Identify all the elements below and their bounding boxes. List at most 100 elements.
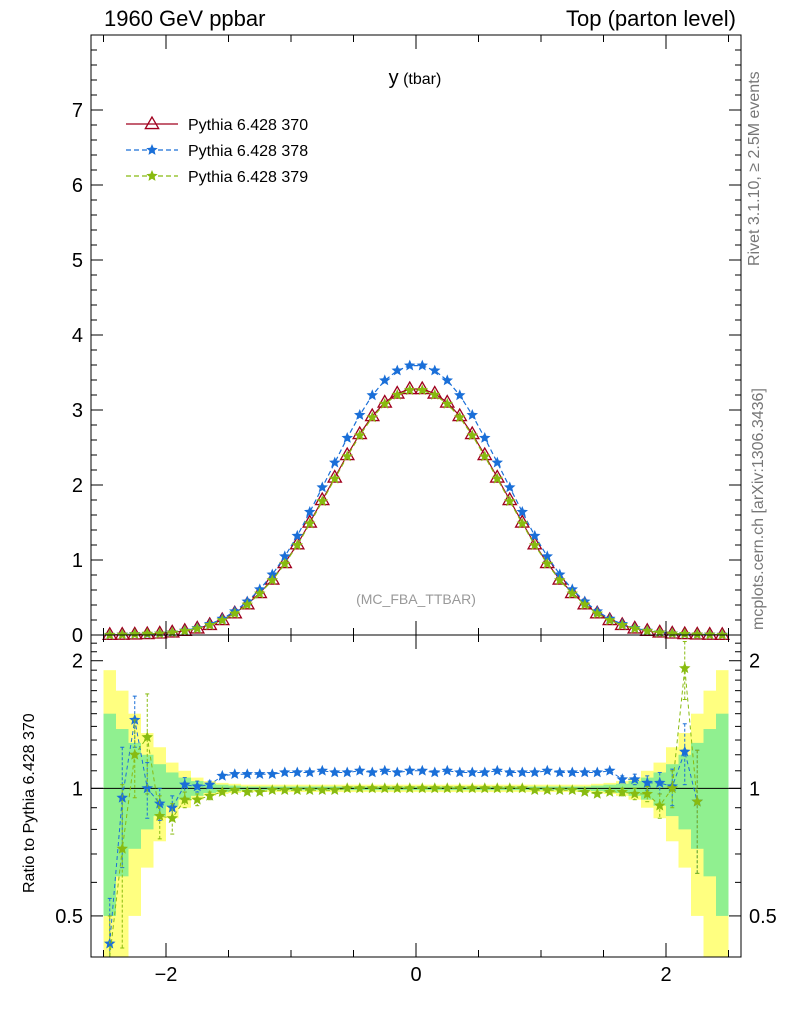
data-point [441, 397, 453, 409]
ratio-point [154, 810, 166, 821]
ratio-point [229, 768, 241, 779]
ratio-point [491, 782, 503, 794]
data-point [166, 626, 178, 638]
data-point [279, 557, 291, 569]
data-point [316, 481, 328, 493]
legend-marker [144, 115, 160, 130]
ratio-point [179, 778, 191, 790]
ratio-point [316, 784, 328, 795]
header-process-label: 1960 GeV ppbar [104, 6, 266, 31]
data-point [354, 409, 366, 420]
ratio-point [616, 773, 628, 785]
ratio-point [491, 764, 503, 776]
ratio-point [179, 793, 191, 805]
ratio-point [466, 782, 478, 794]
header-observable-label: Top (parton level) [566, 6, 736, 31]
ratio-point [266, 784, 278, 795]
ratio-point [504, 766, 516, 778]
analysis-watermark: (MC_FBA_TTBAR) [356, 591, 476, 607]
data-point [289, 535, 306, 550]
data-point [141, 627, 153, 639]
data-point [491, 472, 503, 484]
data-point [429, 388, 441, 400]
data-point [554, 574, 566, 586]
ratio-point [666, 782, 678, 794]
data-point [266, 568, 278, 580]
uncertainty-band-green [678, 754, 691, 830]
ratio-point [679, 662, 691, 674]
ratio-point [279, 766, 291, 778]
ratio-point [229, 784, 241, 795]
ratio-point [279, 784, 291, 795]
plot-title: y (tbar) [389, 67, 442, 89]
y-tick-label: 6 [72, 175, 83, 197]
ratio-point [291, 766, 303, 778]
ratio-point [341, 782, 353, 794]
ratio-point [291, 784, 303, 795]
data-point [404, 359, 416, 371]
ratio-point [654, 799, 666, 811]
data-point [516, 506, 528, 517]
ratio-point [204, 789, 216, 801]
data-point [641, 625, 653, 636]
data-point [314, 491, 331, 506]
y-tick-label: 2 [72, 475, 83, 497]
data-point [479, 432, 491, 443]
ratio-y-tick-label: 0.5 [55, 906, 83, 928]
data-point [301, 514, 318, 528]
ratio-point [191, 780, 203, 792]
ratio-point [591, 766, 603, 778]
ratio-point [604, 786, 616, 797]
ratio-point [541, 784, 553, 795]
y-tick-label: 7 [72, 100, 83, 122]
ratio-point [204, 778, 216, 790]
data-point [416, 359, 428, 371]
data-point [529, 539, 541, 551]
data-point [514, 514, 531, 528]
data-point [329, 472, 341, 484]
data-point [464, 425, 481, 440]
data-point [466, 429, 478, 441]
data-point [341, 450, 353, 462]
ratio-point [516, 782, 528, 794]
ratio-point [341, 766, 353, 778]
ratio-point [554, 784, 566, 795]
ratio-point [116, 842, 128, 854]
data-point [391, 364, 403, 376]
data-point [354, 429, 366, 441]
ratio-point [529, 784, 541, 795]
ratio-point [579, 786, 591, 797]
data-point [316, 495, 328, 507]
ratio-point [529, 766, 541, 778]
data-point [364, 407, 381, 422]
data-point [229, 607, 241, 619]
ratio-point [441, 782, 453, 794]
plot-title-main: y [389, 67, 399, 89]
ratio-point [566, 766, 578, 778]
data-point [501, 491, 518, 506]
ratio-point [566, 784, 578, 795]
ratio-point [304, 784, 316, 795]
data-point [716, 628, 728, 640]
data-point [504, 495, 516, 507]
data-point [466, 409, 478, 420]
ratio-point [216, 786, 228, 797]
ratio-point [366, 766, 378, 778]
ratio-point [516, 766, 528, 778]
ratio-point [429, 766, 441, 778]
legend-label: Pythia 6.428 370 [188, 117, 308, 134]
legend-marker [146, 144, 158, 155]
data-point [329, 456, 341, 468]
data-point [351, 425, 368, 440]
ratio-point [379, 764, 391, 776]
ratio-point [504, 782, 516, 794]
data-point [304, 517, 316, 529]
ratio-point [254, 786, 266, 797]
data-point [541, 557, 553, 569]
ratio-point [441, 764, 453, 776]
data-point [666, 627, 678, 639]
ratio-point [241, 786, 253, 797]
data-point [366, 389, 378, 401]
data-point [451, 407, 468, 422]
